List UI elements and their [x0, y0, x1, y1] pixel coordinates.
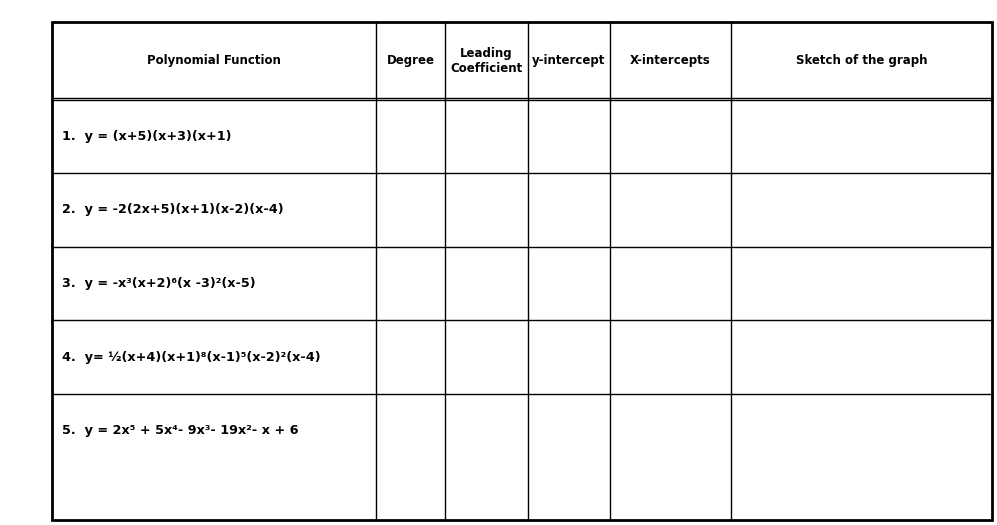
Text: Sketch of the graph: Sketch of the graph: [796, 54, 927, 67]
Text: X-intercepts: X-intercepts: [630, 54, 711, 67]
Text: 1.  y = (x+5)(x+3)(x+1): 1. y = (x+5)(x+3)(x+1): [62, 130, 231, 143]
Text: 5.  y = 2x⁵ + 5x⁴- 9x³- 19x²- x + 6: 5. y = 2x⁵ + 5x⁴- 9x³- 19x²- x + 6: [62, 424, 298, 437]
Text: Polynomial Function: Polynomial Function: [148, 54, 281, 67]
Text: 2.  y = -2(2x+5)(x+1)(x-2)(x-4): 2. y = -2(2x+5)(x+1)(x-2)(x-4): [62, 203, 283, 216]
Text: 4.  y= ½(x+4)(x+1)⁸(x-1)⁵(x-2)²(x-4): 4. y= ½(x+4)(x+1)⁸(x-1)⁵(x-2)²(x-4): [62, 351, 321, 364]
Text: Degree: Degree: [387, 54, 435, 67]
Text: y-intercept: y-intercept: [532, 54, 606, 67]
Text: 3.  y = -x³(x+2)⁶(x -3)²(x-5): 3. y = -x³(x+2)⁶(x -3)²(x-5): [62, 277, 255, 290]
Text: Leading
Coefficient: Leading Coefficient: [451, 47, 522, 75]
